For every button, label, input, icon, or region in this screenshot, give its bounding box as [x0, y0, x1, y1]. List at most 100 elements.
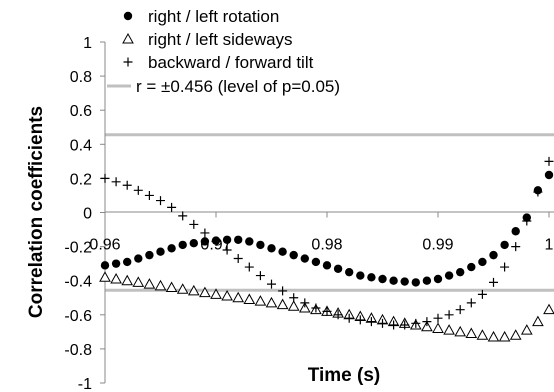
- data-point: [200, 228, 210, 238]
- data-point: [278, 247, 287, 256]
- data-point: [489, 277, 498, 287]
- data-point: [500, 262, 510, 272]
- data-point: [476, 329, 489, 340]
- data-point: [189, 238, 198, 248]
- data-point: [132, 276, 145, 287]
- legend-label: backward / forward tilt: [148, 53, 314, 72]
- data-point: [221, 290, 233, 301]
- data-point: [211, 236, 221, 246]
- data-point: [176, 283, 189, 294]
- data-point: [378, 274, 387, 284]
- data-point: [110, 272, 122, 284]
- data-point: [532, 315, 544, 327]
- data-point: [500, 240, 509, 250]
- legend-marker: [122, 32, 134, 44]
- data-point: [111, 177, 121, 187]
- data-point: [134, 254, 143, 263]
- data-point: [156, 196, 165, 206]
- x-tick-label: 0.98: [311, 237, 342, 254]
- data-point: [465, 327, 478, 339]
- data-point: [467, 262, 476, 272]
- data-point: [244, 262, 254, 272]
- data-point: [167, 202, 177, 212]
- data-point: [421, 320, 433, 332]
- data-point: [254, 295, 267, 306]
- y-tick-label: -0.8: [64, 342, 92, 359]
- y-tick-label: 1: [83, 35, 92, 52]
- y-tick-label: -0.4: [64, 274, 92, 291]
- data-point: [389, 320, 399, 330]
- data-point: [533, 187, 543, 197]
- y-tick-label: 0.8: [70, 69, 92, 86]
- data-point: [322, 306, 332, 316]
- data-point: [267, 244, 276, 253]
- y-axis-title: Correlation coefficients: [26, 106, 47, 318]
- data-point: [187, 284, 200, 296]
- data-point: [477, 289, 487, 299]
- data-series: [99, 156, 554, 342]
- x-tick-label: 1: [545, 237, 554, 254]
- data-point: [511, 242, 521, 252]
- data-point: [311, 303, 321, 313]
- data-point: [366, 317, 376, 327]
- data-point: [300, 254, 309, 263]
- data-point: [165, 281, 178, 293]
- data-point: [432, 322, 444, 333]
- data-point: [267, 279, 276, 289]
- data-point: [287, 300, 300, 311]
- data-point: [144, 190, 154, 200]
- legend: right / left rotation right / left sidewa…: [107, 7, 340, 96]
- legend-label: right / left sideways: [148, 30, 293, 49]
- data-point: [367, 273, 376, 282]
- data-point: [333, 310, 343, 320]
- data-point: [444, 271, 454, 280]
- data-point: [443, 324, 455, 335]
- data-point: [178, 240, 187, 250]
- data-point: [344, 313, 354, 323]
- data-point: [478, 257, 487, 267]
- data-point: [121, 274, 134, 286]
- data-point: [356, 271, 365, 280]
- data-point: [143, 278, 156, 289]
- data-point: [222, 235, 232, 244]
- data-point: [167, 244, 176, 253]
- data-point: [411, 278, 420, 287]
- data-point: [200, 237, 210, 246]
- data-point: [111, 259, 121, 268]
- legend-label: r = ±0.456 (level of p=0.05): [136, 77, 340, 96]
- data-point: [178, 211, 188, 221]
- y-tick-label: -0.2: [64, 240, 92, 257]
- data-point: [99, 271, 111, 282]
- y-tick-label: -1: [78, 376, 92, 392]
- data-point: [422, 317, 432, 327]
- data-point: [265, 296, 278, 308]
- data-point: [454, 325, 467, 337]
- data-point: [222, 245, 232, 255]
- data-point: [255, 271, 265, 281]
- data-point: [498, 330, 511, 342]
- data-point: [100, 173, 110, 183]
- series-filled-circle: [100, 170, 554, 287]
- data-point: [133, 185, 143, 195]
- data-point: [520, 324, 533, 335]
- data-point: [333, 264, 343, 273]
- data-point: [543, 303, 554, 315]
- data-point: [355, 315, 365, 325]
- data-point: [489, 250, 498, 260]
- data-point: [298, 301, 311, 313]
- data-point: [289, 250, 298, 260]
- data-point: [544, 170, 554, 180]
- data-point: [400, 277, 409, 286]
- data-point: [487, 330, 500, 342]
- y-tick-label: -0.6: [64, 308, 92, 325]
- x-axis-title: Time (s): [308, 365, 381, 386]
- data-point: [345, 267, 354, 277]
- data-point: [245, 237, 254, 246]
- data-point: [243, 293, 256, 304]
- data-point: [145, 250, 154, 260]
- data-point: [455, 305, 465, 315]
- data-point: [400, 320, 410, 330]
- x-tick-label: 0.96: [89, 237, 120, 254]
- data-point: [378, 318, 387, 328]
